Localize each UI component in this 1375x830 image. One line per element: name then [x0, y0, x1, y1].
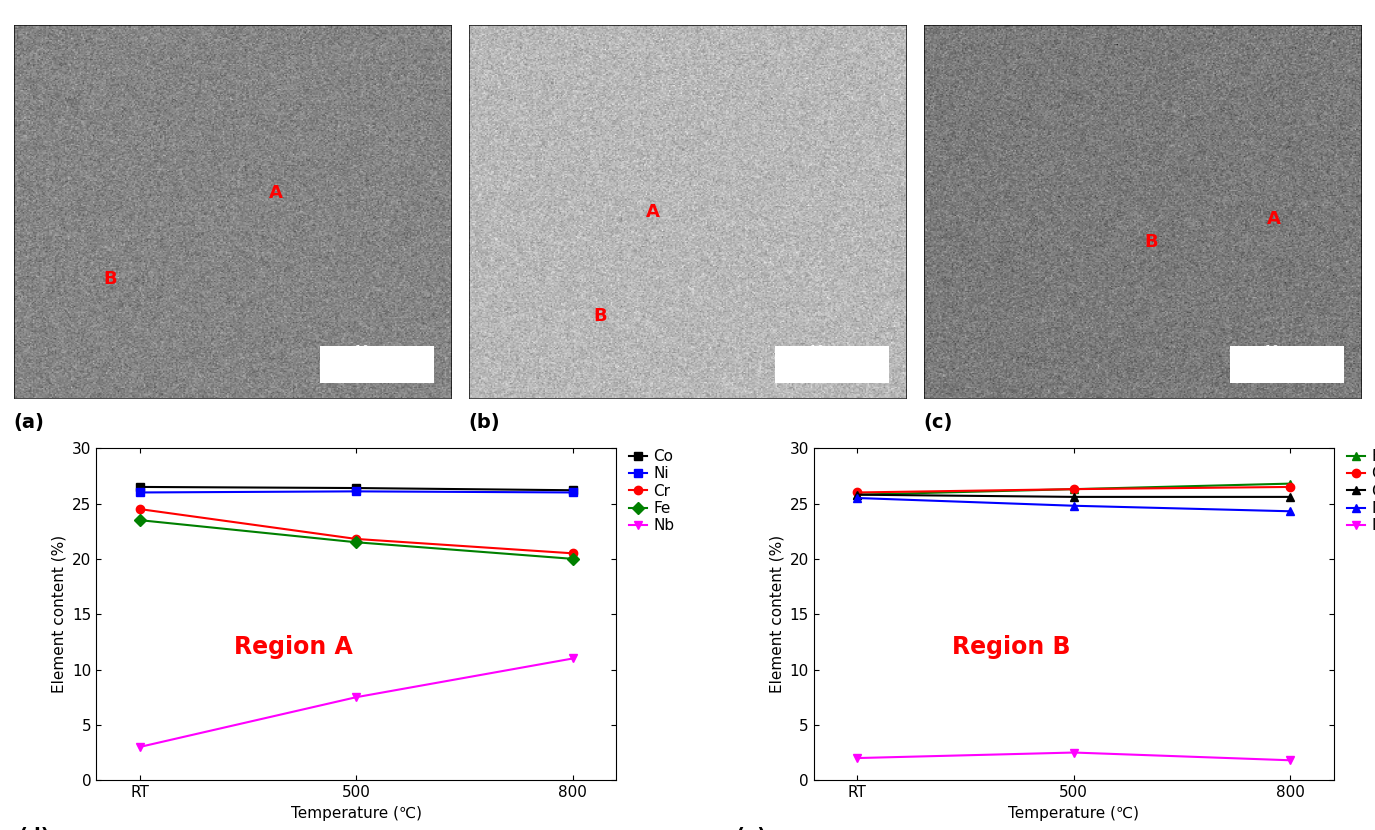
- Bar: [1231, 346, 1343, 383]
- Text: (e): (e): [736, 827, 767, 830]
- Legend: Fe, Cr, Co, Ni, Nb: Fe, Cr, Co, Ni, Nb: [1346, 449, 1375, 534]
- Text: Region B: Region B: [951, 636, 1071, 659]
- Y-axis label: Element content (%): Element content (%): [769, 535, 784, 693]
- Y-axis label: Element content (%): Element content (%): [51, 535, 66, 693]
- Text: (a): (a): [14, 413, 44, 432]
- Text: (c): (c): [924, 413, 953, 432]
- X-axis label: Temperature (℃): Temperature (℃): [290, 806, 422, 821]
- Bar: [320, 346, 433, 383]
- Text: B: B: [593, 307, 606, 325]
- Text: (b): (b): [469, 413, 500, 432]
- Bar: [775, 346, 888, 383]
- Text: 10 μm: 10 μm: [355, 345, 390, 355]
- X-axis label: Temperature (℃): Temperature (℃): [1008, 806, 1140, 821]
- Text: A: A: [270, 184, 283, 202]
- Text: B: B: [1144, 232, 1158, 251]
- Text: A: A: [646, 203, 660, 221]
- Text: A: A: [1266, 210, 1280, 228]
- Legend: Co, Ni, Cr, Fe, Nb: Co, Ni, Cr, Fe, Nb: [628, 449, 675, 534]
- Text: 10 μm: 10 μm: [810, 345, 846, 355]
- Text: (d): (d): [18, 827, 50, 830]
- Text: 10 μm: 10 μm: [1265, 345, 1301, 355]
- Text: Region A: Region A: [235, 636, 353, 659]
- Text: B: B: [103, 270, 117, 288]
